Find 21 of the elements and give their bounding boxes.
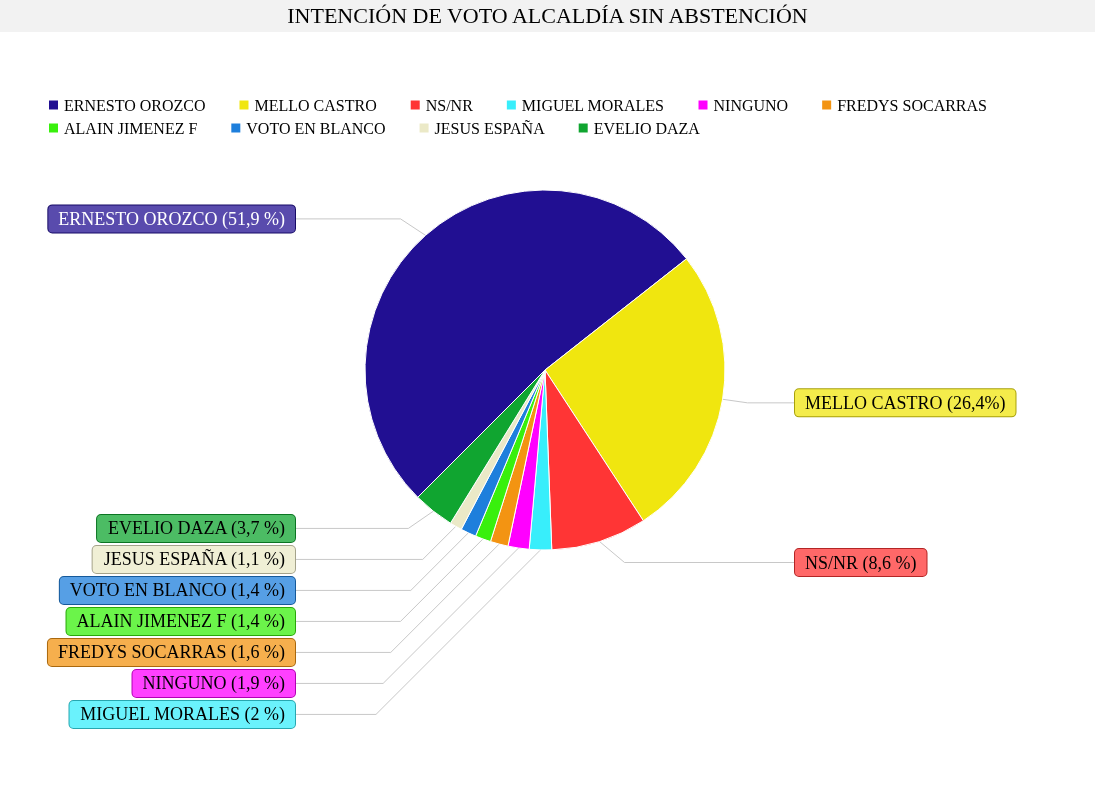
legend-label: JESUS ESPAÑA	[434, 119, 546, 137]
category-label: EVELIO DAZA (3,7 %)	[108, 518, 285, 539]
category-label: JESUS ESPAÑA (1,1 %)	[103, 549, 285, 570]
legend-label: VOTO EN BLANCO	[246, 119, 386, 137]
category-label: MELLO CASTRO (26,4%)	[805, 392, 1006, 413]
category-label: ERNESTO OROZCO (51,9 %)	[58, 208, 285, 229]
chart-title: INTENCIÓN DE VOTO ALCALDÍA SIN ABSTENCIÓN	[0, 0, 1095, 32]
category-label: VOTO EN BLANCO (1,4 %)	[69, 580, 285, 601]
legend-label: NINGUNO	[713, 96, 789, 114]
legend-label: EVELIO DAZA	[593, 119, 701, 137]
legend-label: NS/NR	[425, 96, 474, 114]
category-label: ALAIN JIMENEZ F (1,4 %)	[76, 611, 285, 632]
legend-label: MELLO CASTRO	[254, 96, 377, 114]
category-label: NS/NR (8,6 %)	[805, 552, 917, 573]
legend-label: ALAIN JIMENEZ F	[64, 119, 198, 137]
legend-label: ERNESTO OROZCO	[64, 96, 206, 114]
category-label: NINGUNO (1,9 %)	[142, 673, 285, 694]
category-label: FREDYS SOCARRAS (1,6 %)	[57, 642, 285, 663]
legend-label: MIGUEL MORALES	[521, 96, 664, 114]
category-label: MIGUEL MORALES (2 %)	[80, 704, 285, 725]
legend-label: FREDYS SOCARRAS	[837, 96, 987, 114]
